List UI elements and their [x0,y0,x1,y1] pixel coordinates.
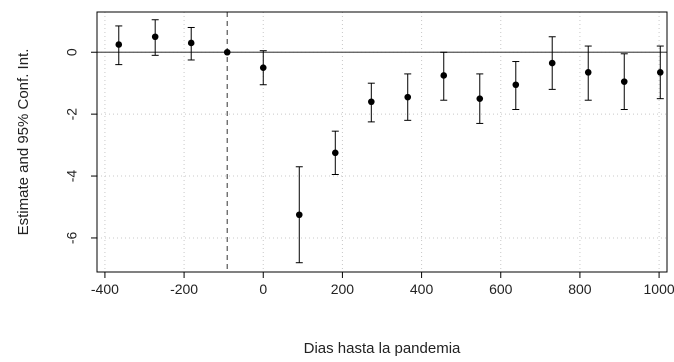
estimate-point [151,33,159,41]
estimate-point [620,78,628,85]
y-axis-title: Estimate and 95% Conf. Int. [15,49,32,236]
estimate-point [548,59,556,67]
x-tick-label: 400 [410,281,434,297]
y-tick-label: 0 [64,48,80,56]
x-tick-label: 800 [568,281,592,297]
plot-frame [96,11,668,273]
estimate-point [512,81,520,89]
estimate-point [368,98,375,106]
estimate-point [584,69,592,76]
x-tick-label: 200 [331,281,355,297]
estimate-point [187,39,195,47]
estimate-points [115,33,664,219]
estimate-point [404,93,412,101]
y-tick-label: -4 [64,170,80,183]
x-tick-label: 1000 [644,281,674,297]
x-tick-label: -200 [170,281,198,297]
estimate-point [223,48,231,56]
reference-lines [97,12,667,272]
estimate-point [295,211,303,219]
estimate-point [259,64,267,72]
grid-lines [97,12,667,272]
y-tick-label: -6 [64,232,80,245]
x-tick-label: -400 [91,281,119,297]
x-tick-label: 600 [489,281,513,297]
y-axis: 0 -2 -4 -6 [64,48,97,244]
estimate-point [656,69,664,76]
x-axis-title: Dias hasta la pandemia [304,340,461,357]
y-tick-label: -2 [64,108,80,121]
estimate-point [331,149,339,157]
x-axis: -400 -200 0 200 400 600 800 1000 [91,272,674,297]
estimate-point [476,95,484,102]
x-tick-label: 0 [259,281,267,297]
estimate-point [115,41,123,48]
estimate-point [440,72,448,79]
